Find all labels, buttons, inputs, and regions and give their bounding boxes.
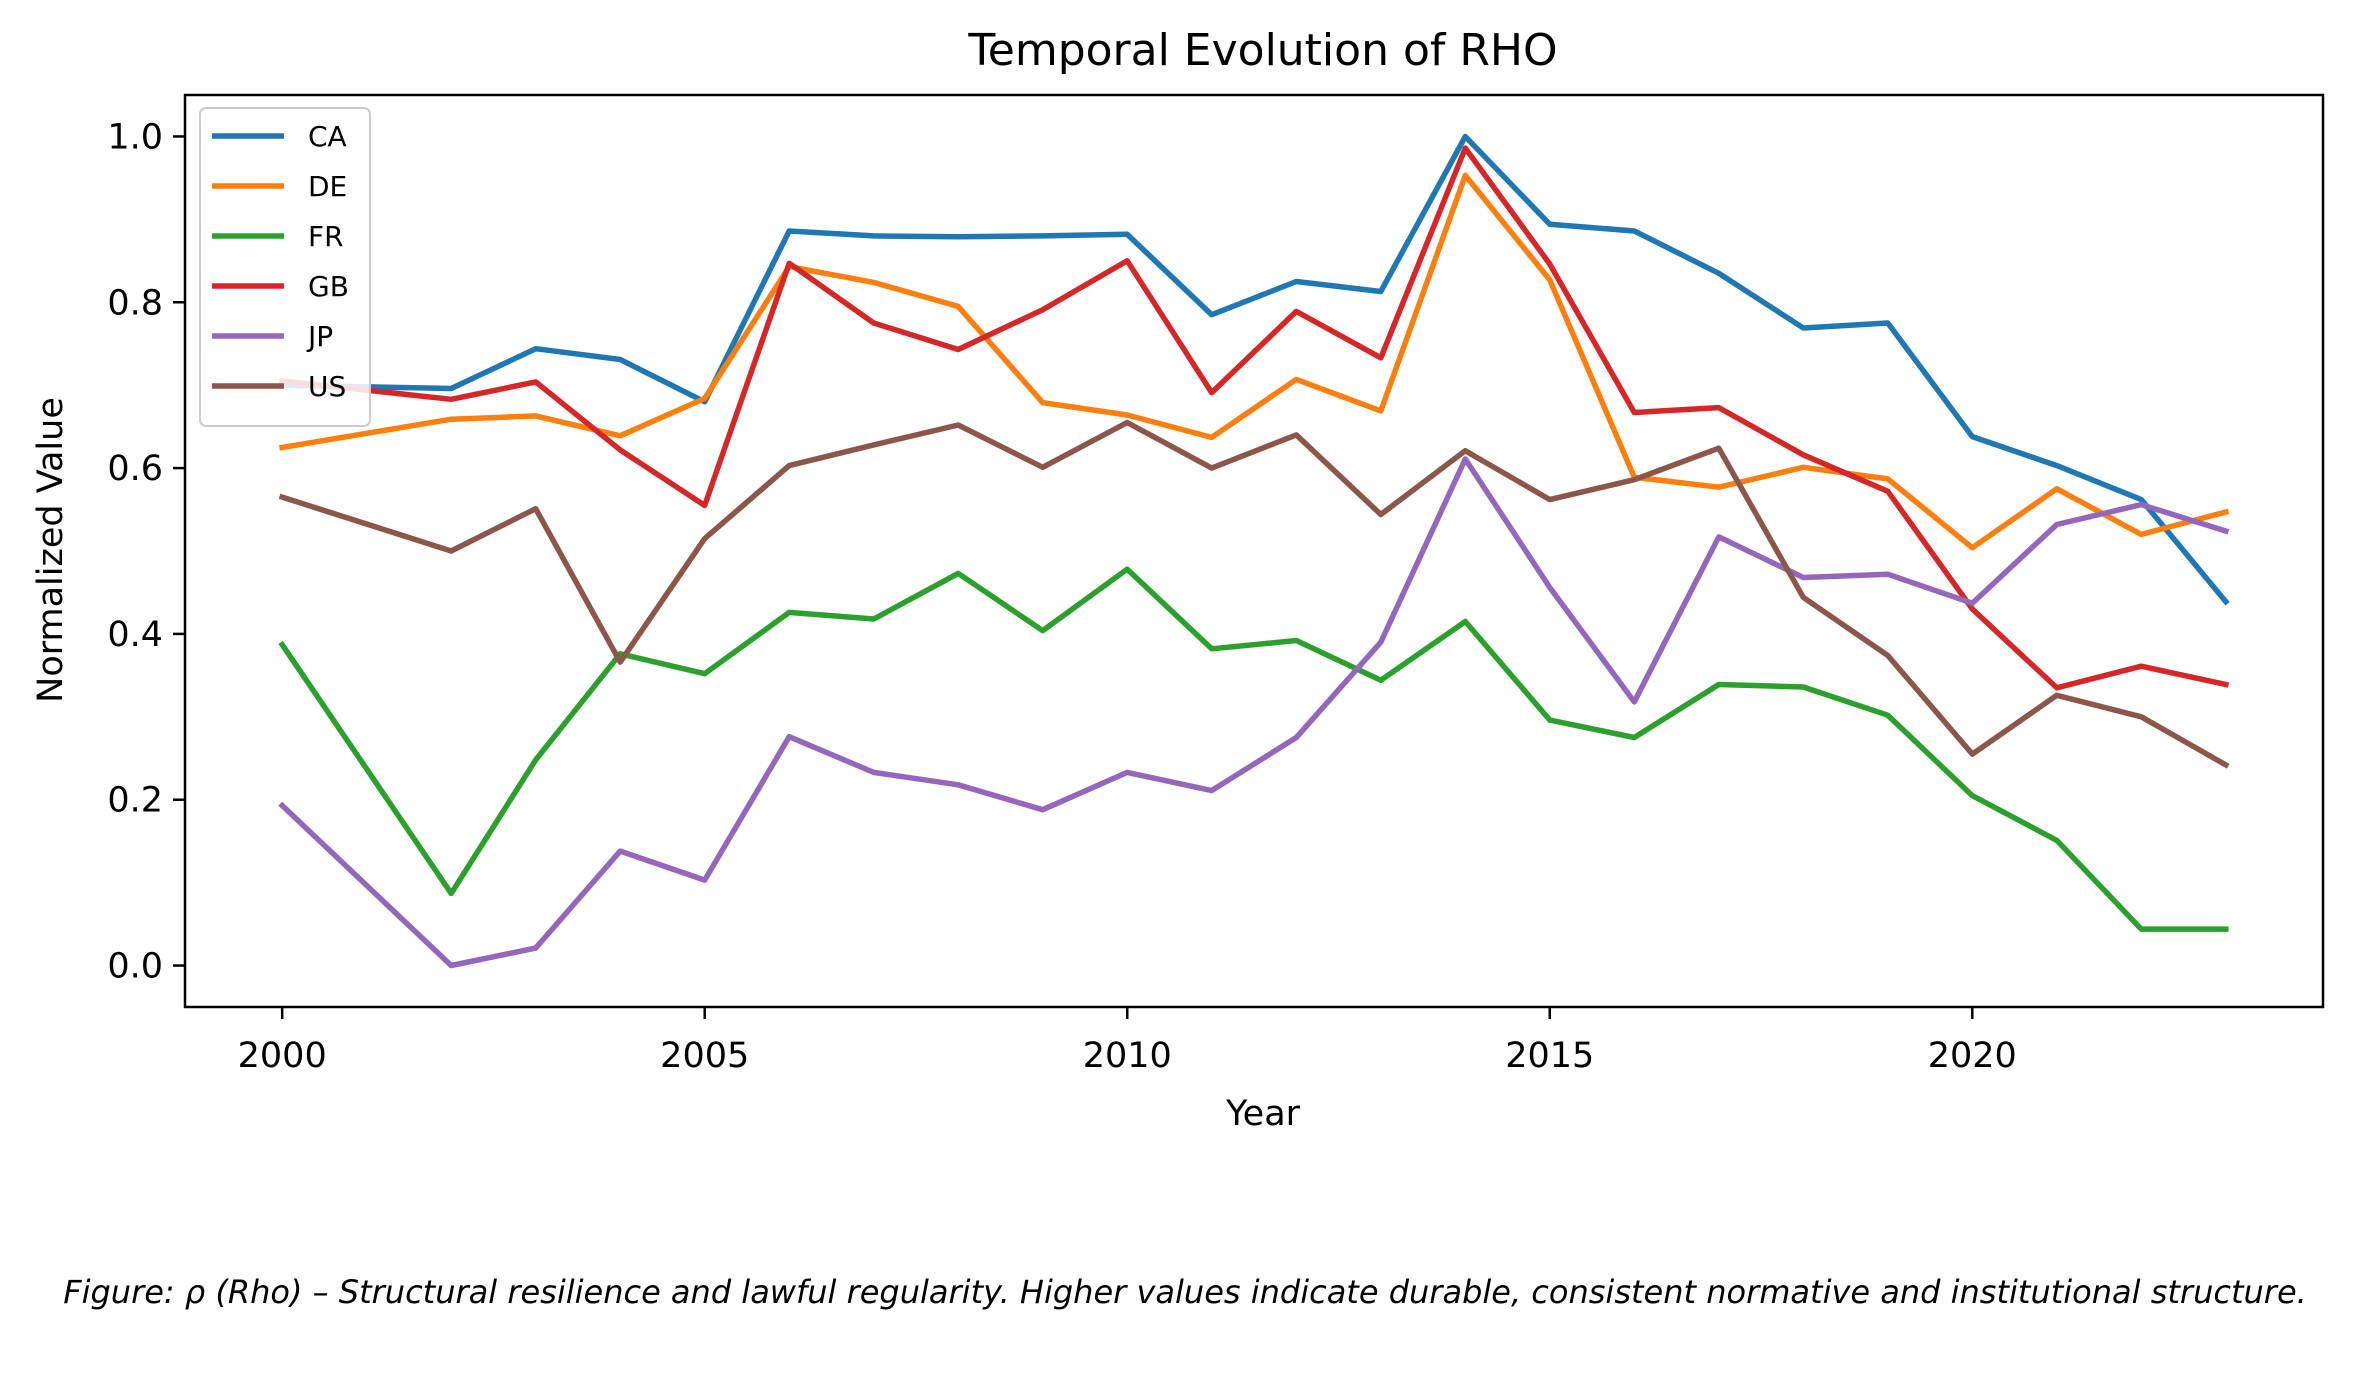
y-tick-label: 0.2 <box>107 781 163 821</box>
series-line-de <box>279 172 2230 551</box>
x-tick-label: 2010 <box>1083 1036 1172 1076</box>
legend-label-jp: JP <box>306 320 333 353</box>
series-line-gb <box>279 145 2230 691</box>
y-tick-label: 0.4 <box>107 615 163 655</box>
series-line-jp <box>278 456 2230 969</box>
x-axis-label: Year <box>1225 1094 1301 1134</box>
legend-label-ca: CA <box>308 120 347 153</box>
x-axis-ticks: 2000 2005 2010 2015 2020 <box>238 1007 2017 1076</box>
y-tick-label: 0.6 <box>107 449 163 489</box>
y-axis-label: Normalized Value <box>31 397 71 703</box>
legend-label-gb: GB <box>308 270 349 303</box>
legend: CA DE FR GB JP US <box>199 107 371 427</box>
series-line-us <box>278 419 2230 769</box>
x-tick-label: 2020 <box>1928 1036 2017 1076</box>
y-tick-label: 0.8 <box>107 283 163 323</box>
y-tick-label: 0.0 <box>107 947 163 987</box>
legend-label-de: DE <box>308 170 347 203</box>
y-tick-label: 1.0 <box>107 117 163 157</box>
x-tick-label: 2015 <box>1505 1036 1594 1076</box>
x-tick-label: 2005 <box>660 1036 749 1076</box>
series-line-ca <box>279 133 2230 606</box>
series-line-fr <box>278 566 2229 932</box>
figure-caption: Figure: ρ (Rho) – Structural resilience … <box>63 1273 2307 1311</box>
chart-title: Temporal Evolution of RHO <box>967 25 1557 76</box>
plot-frame <box>183 93 2325 1009</box>
plot-lines <box>278 133 2230 969</box>
x-tick-label: 2000 <box>238 1036 327 1076</box>
y-axis-ticks: 0.0 0.2 0.4 0.6 0.8 1.0 <box>107 117 185 987</box>
legend-label-us: US <box>308 370 346 403</box>
legend-label-fr: FR <box>308 220 344 253</box>
